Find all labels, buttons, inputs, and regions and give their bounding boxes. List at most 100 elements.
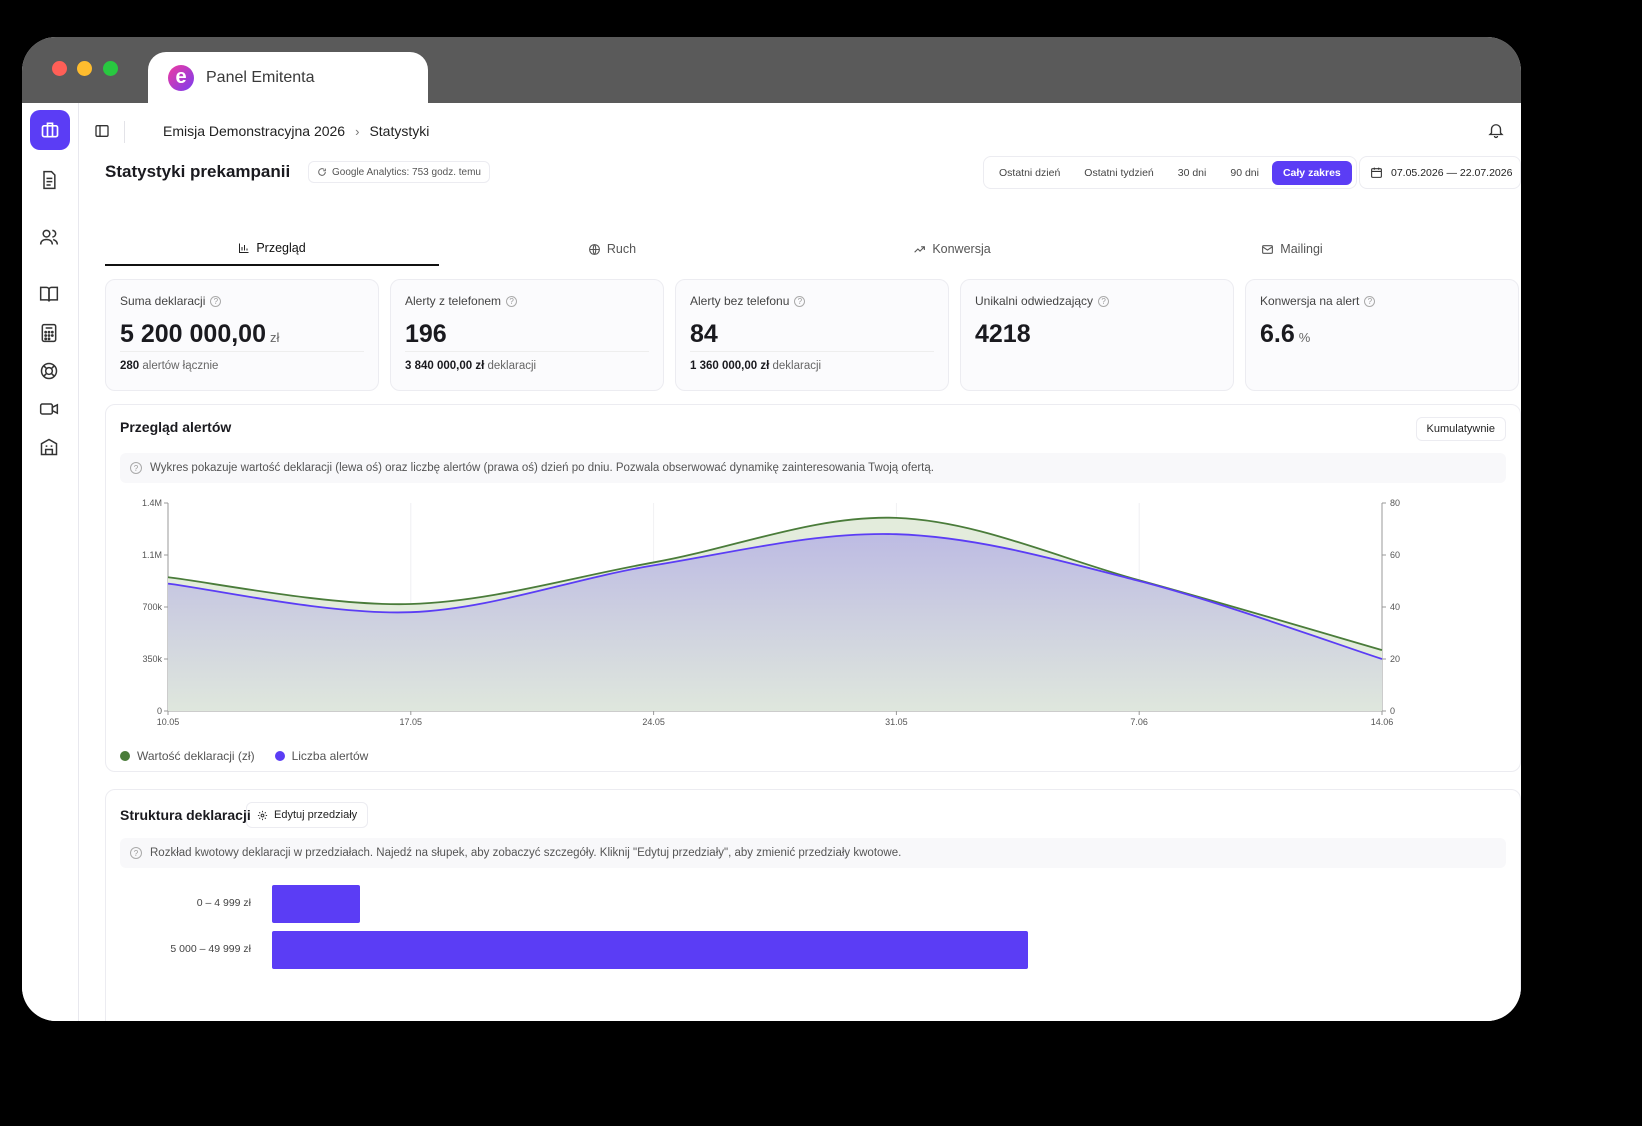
- card-value-wrap: 84: [690, 320, 934, 349]
- card-label-wrap: Alerty bez telefonu?: [690, 294, 934, 308]
- legend-item-value[interactable]: Wartość deklaracji (zł): [120, 749, 255, 763]
- card-unit: %: [1298, 330, 1311, 345]
- edit-ranges-button[interactable]: Edytuj przedziały: [246, 802, 369, 828]
- page-title: Statystyki prekampanii: [105, 162, 291, 181]
- card-label-wrap: Unikalni odwiedzający?: [975, 294, 1219, 308]
- cumulative-toggle[interactable]: Kumulatywnie: [1415, 417, 1506, 441]
- card-label: Konwersja na alert: [1260, 294, 1360, 308]
- chevron-right-icon: ›: [355, 123, 360, 139]
- bar-label: 0 – 4 999 zł: [196, 897, 251, 909]
- card-sub-value: 3 840 000,00 zł: [405, 360, 485, 372]
- tab-conversion-label: Konwersja: [932, 242, 991, 256]
- card-sub-value: 280: [120, 360, 140, 372]
- document-icon: [43, 170, 56, 190]
- info-text: Rozkład kwotowy deklaracji w przedziałac…: [150, 847, 902, 859]
- sidebar-item-documents[interactable]: [38, 169, 60, 191]
- breadcrumb-item-issue[interactable]: Emisja Demonstracyjna 2026: [163, 123, 346, 139]
- tab-mailings-label: Mailingi: [1280, 242, 1323, 256]
- card-unique-visitors: Unikalni odwiedzający? 4218: [960, 279, 1234, 391]
- alerts-overview-panel: Przegląd alertów Kumulatywnie ? Wykres p…: [105, 404, 1521, 772]
- y-right-tick-label: 40: [1390, 602, 1400, 612]
- tab-mailings[interactable]: Mailingi: [1125, 232, 1459, 266]
- sidebar-item-issues[interactable]: [30, 110, 70, 150]
- date-range-picker[interactable]: 07.05.2026 — 22.07.2026: [1359, 156, 1521, 189]
- sidebar-item-building[interactable]: [38, 436, 60, 458]
- legend-item-alerts[interactable]: Liczba alertów: [274, 749, 368, 763]
- area-alert-count: [168, 533, 1382, 711]
- card-label: Alerty z telefonem: [405, 294, 502, 308]
- sidebar-item-book[interactable]: [38, 283, 60, 305]
- bar-chart-icon: [239, 243, 249, 253]
- card-unit: zł: [269, 330, 280, 345]
- browser-tab[interactable]: e Panel Emitenta: [148, 52, 428, 103]
- card-label: Suma deklaracji: [120, 294, 206, 308]
- legend-dot-value: [120, 751, 130, 761]
- help-icon[interactable]: ?: [506, 295, 518, 307]
- tab-overview[interactable]: Przegląd: [105, 232, 439, 266]
- breadcrumb-item-current: Statystyki: [369, 123, 430, 139]
- refresh-icon: [318, 168, 326, 176]
- title-bar: e Panel Emitenta: [22, 37, 1521, 103]
- range-last-day[interactable]: Ostatni dzień: [999, 166, 1061, 179]
- date-range-text: 07.05.2026 — 22.07.2026: [1391, 166, 1513, 179]
- card-label: Unikalni odwiedzający: [975, 294, 1094, 308]
- help-icon[interactable]: ?: [210, 295, 222, 307]
- top-bar: Emisja Demonstracyjna 2026 › Statystyki: [79, 103, 1521, 163]
- calculator-icon: [41, 323, 57, 343]
- sidebar-item-video[interactable]: [38, 398, 60, 420]
- date-range-selector: Ostatni dzień Ostatni tydzień 30 dni 90 …: [983, 156, 1357, 189]
- tab-traffic-label: Ruch: [606, 242, 637, 256]
- bar-range-0[interactable]: [272, 885, 360, 923]
- card-subtext: 280 alertów łącznie: [120, 360, 364, 372]
- gear-icon: [257, 810, 268, 820]
- ga-status-text: Google Analytics: 753 godz. temu: [332, 166, 481, 178]
- sidebar-item-calculator[interactable]: [38, 322, 60, 344]
- bell-icon: [1488, 124, 1504, 139]
- tab-overview-label: Przegląd: [256, 241, 306, 255]
- range-90-days[interactable]: 90 dni: [1230, 166, 1259, 179]
- panel-left-icon: [95, 125, 109, 137]
- video-icon: [39, 403, 59, 415]
- app-logo-icon: e: [168, 64, 194, 91]
- x-tick-label: 14.06: [1371, 717, 1394, 727]
- card-value: 4218: [975, 320, 1031, 348]
- ga-status-badge[interactable]: Google Analytics: 753 godz. temu: [308, 161, 490, 183]
- minimize-window-button[interactable]: [77, 61, 92, 76]
- info-bar: ? Wykres pokazuje wartość deklaracji (le…: [120, 453, 1506, 483]
- sidebar-item-support[interactable]: [38, 360, 60, 382]
- y-left-tick-label: 1.4M: [142, 498, 162, 508]
- y-right-tick-label: 80: [1390, 498, 1400, 508]
- range-30-days[interactable]: 30 dni: [1177, 166, 1207, 179]
- line-alert-count: [167, 533, 1383, 660]
- close-window-button[interactable]: [52, 61, 67, 76]
- range-last-week[interactable]: Ostatni tydzień: [1084, 166, 1154, 179]
- y-left-tick-label: 1.1M: [142, 550, 162, 560]
- help-icon[interactable]: ?: [1364, 295, 1376, 307]
- card-subtext: 3 840 000,00 zł deklaracji: [405, 360, 649, 372]
- toggle-sidebar-button[interactable]: [94, 123, 110, 144]
- tab-traffic[interactable]: Ruch: [445, 232, 779, 266]
- y-left-tick-label: 350k: [142, 654, 162, 664]
- x-tick-label: 17.05: [400, 717, 423, 727]
- card-subtext: 1 360 000,00 zł deklaracji: [690, 360, 934, 372]
- tab-conversion[interactable]: Konwersja: [785, 232, 1119, 266]
- help-icon[interactable]: ?: [794, 295, 806, 307]
- legend-dot-alerts: [274, 751, 285, 761]
- help-icon: ?: [130, 847, 142, 859]
- y-right-tick-label: 60: [1390, 550, 1400, 560]
- lifebuoy-icon: [40, 362, 58, 380]
- bar-range-1[interactable]: [272, 931, 1028, 969]
- card-sub-label: deklaracji: [487, 360, 537, 372]
- card-value-wrap: 4218: [975, 320, 1219, 349]
- edit-ranges-label: Edytuj przedziały: [274, 809, 358, 821]
- help-icon[interactable]: ?: [1098, 295, 1110, 307]
- notifications-button[interactable]: [1487, 121, 1505, 144]
- card-value: 84: [690, 320, 718, 348]
- maximize-window-button[interactable]: [103, 61, 118, 76]
- x-tick-label: 24.05: [642, 717, 665, 727]
- breadcrumb: Emisja Demonstracyjna 2026 › Statystyki: [163, 123, 429, 139]
- range-all[interactable]: Cały zakres: [1271, 160, 1352, 185]
- sidebar-item-users[interactable]: [38, 226, 60, 248]
- card-sub-value: 1 360 000,00 zł: [690, 360, 770, 372]
- globe-icon: [588, 243, 600, 255]
